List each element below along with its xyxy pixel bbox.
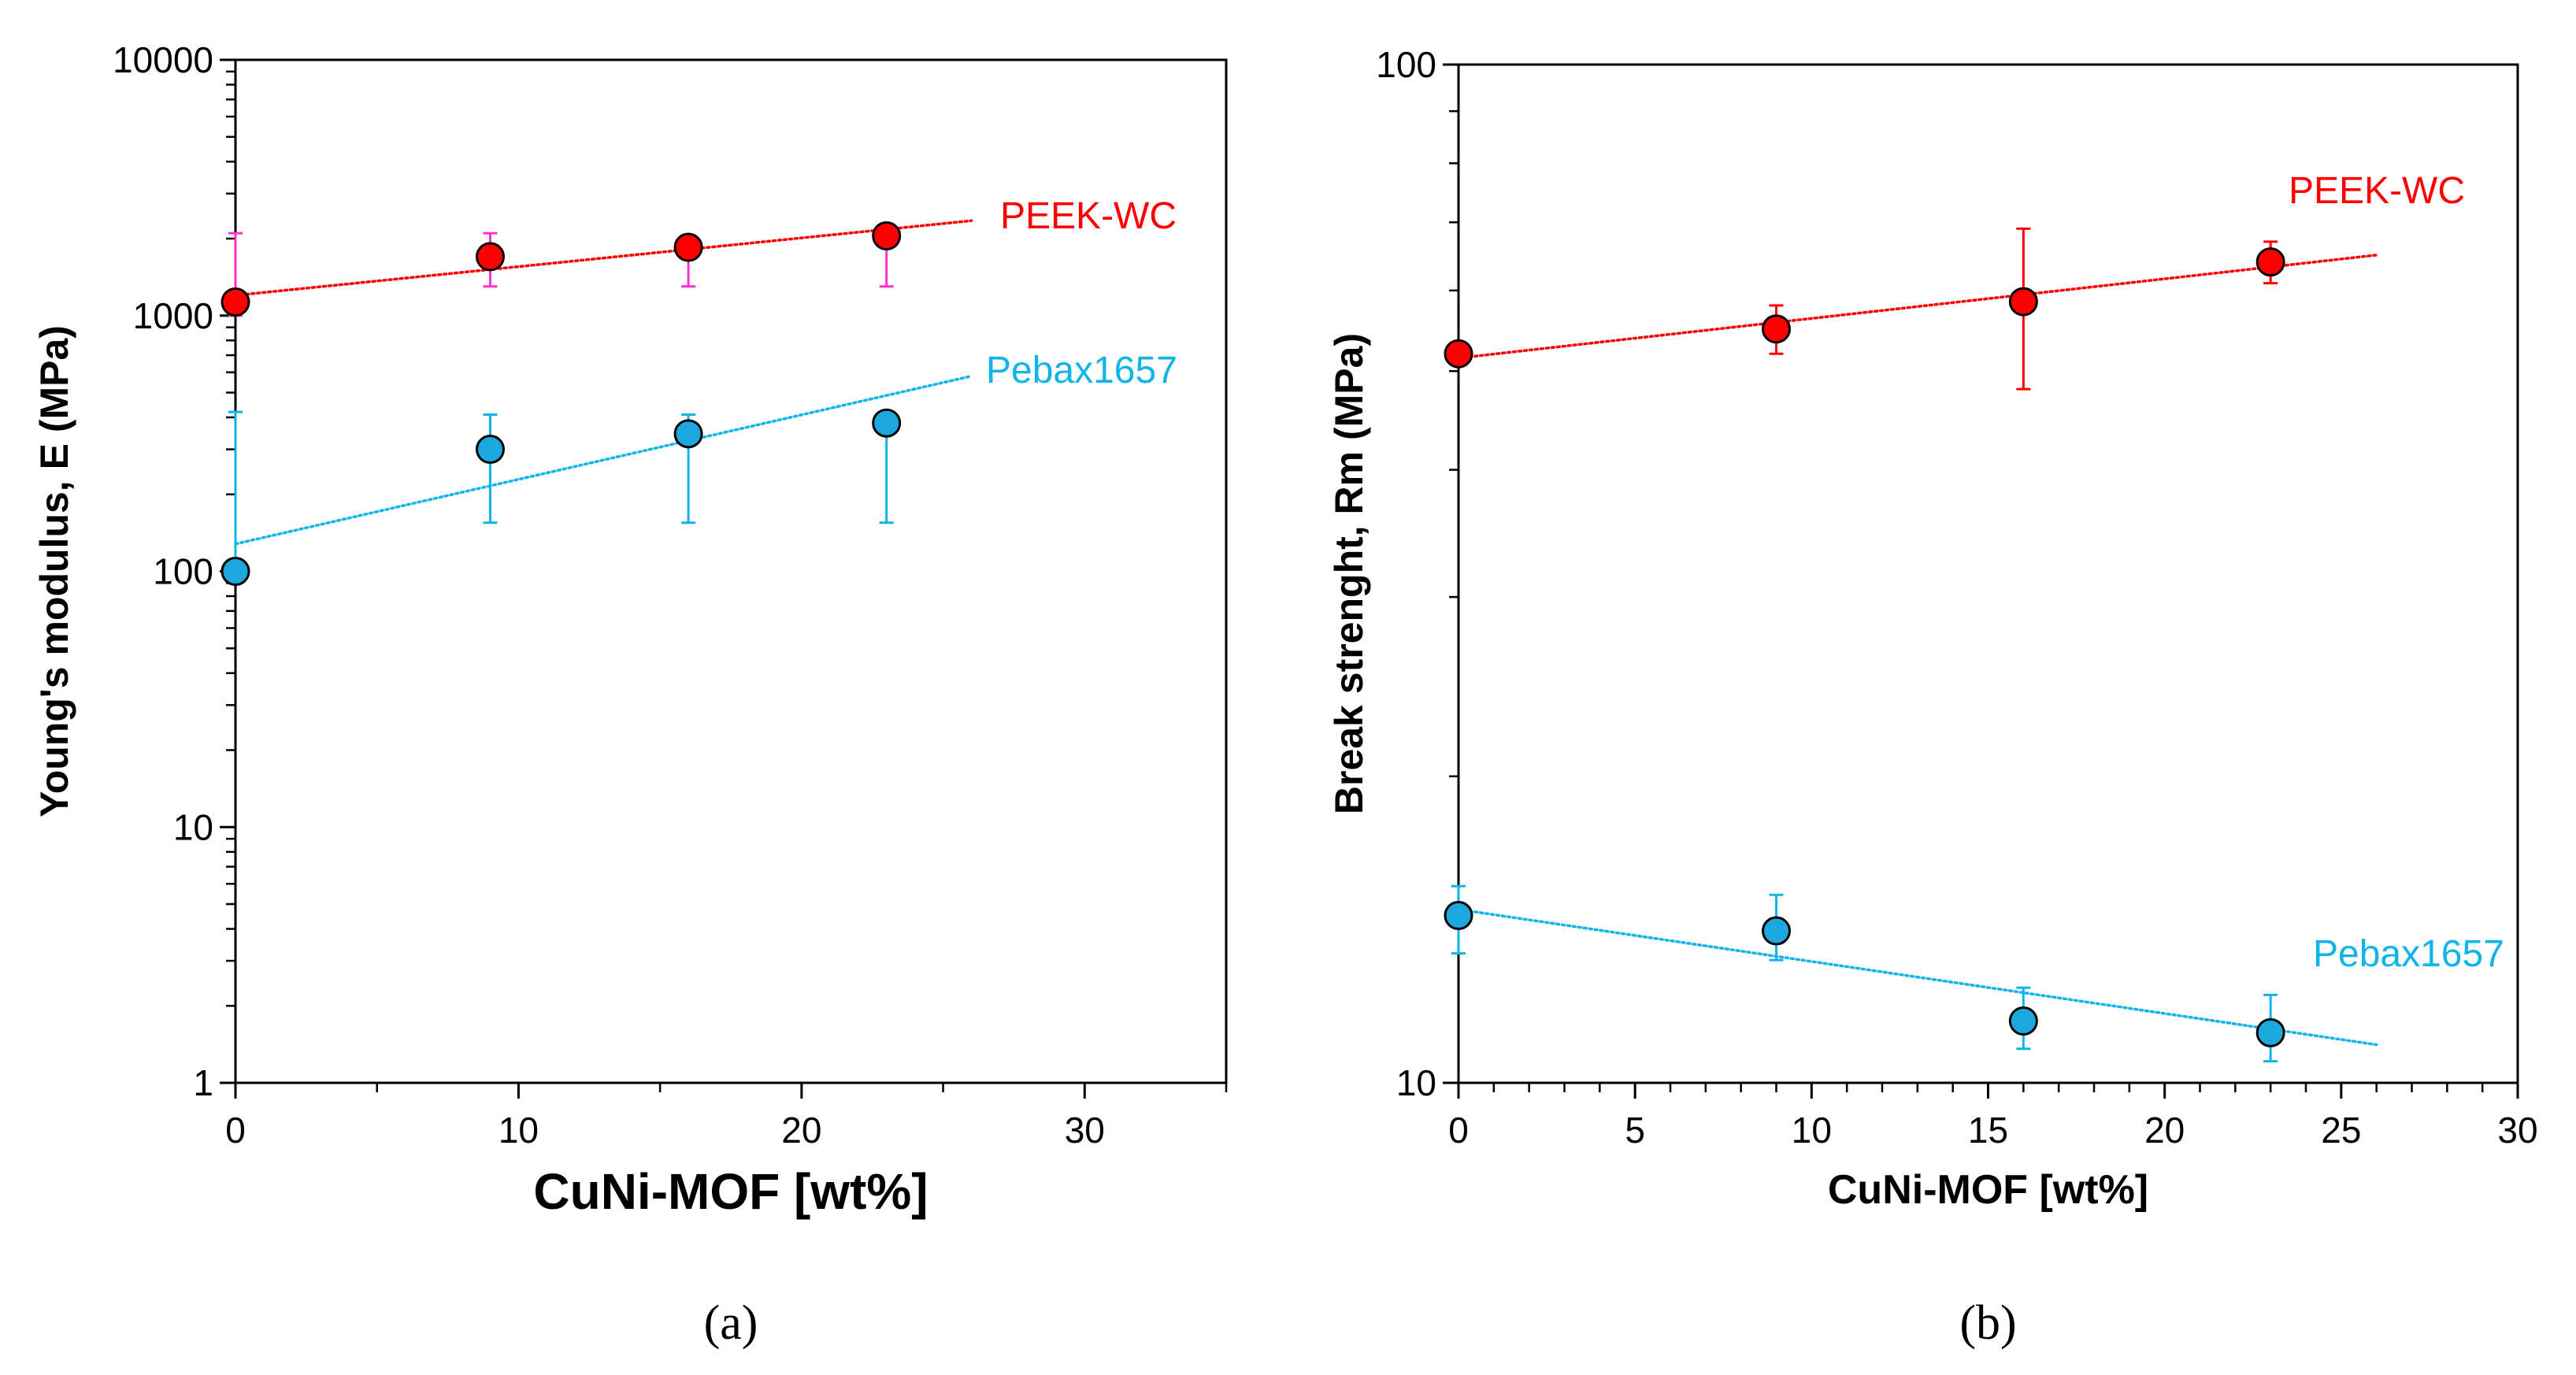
- panel-a-y-tick-label: 1000: [133, 295, 213, 336]
- panel-b-y-axis-label: Break strenght, Rm (MPa): [1327, 333, 1371, 814]
- panel-b-peekwc-point: [1444, 339, 1473, 369]
- panel-b-x-tick-label: 15: [1968, 1110, 2008, 1151]
- panel-a-pebax1657-trendline: [234, 374, 973, 546]
- panel-b-x-tick-label: 20: [2144, 1110, 2185, 1151]
- panel-b-x-tick-label: 10: [1792, 1110, 1832, 1151]
- panel-b-pebax1657-trendline: [1457, 908, 2378, 1047]
- panel-a-peekwc-point: [673, 232, 703, 262]
- panel-a-x-tick-label: 10: [499, 1110, 539, 1151]
- panel-a-pebax1657-label: Pebax1657: [986, 350, 1177, 391]
- panel-a-peekwc-point: [872, 221, 902, 251]
- panel-a-y-tick-label: 1: [193, 1062, 213, 1103]
- panel-a-pebax1657-point: [872, 408, 902, 438]
- panel-b-panel-label: (b): [1959, 1296, 2016, 1350]
- panel-b-pebax1657-point: [2008, 1006, 2038, 1036]
- panel-b-peekwc-label: PEEK-WC: [2289, 170, 2465, 212]
- panel-a-chart: 0 10 20 30 1 10 100 1000 10000 CuNi-MOF [wt%] Youn…: [32, 39, 1228, 1350]
- panel-a-pebax1657-point: [475, 435, 505, 465]
- panel-b-x-tick-label: 5: [1625, 1110, 1645, 1151]
- panel-a-pebax1657-point: [673, 419, 703, 449]
- panel-b-chart: 0 5 10 15 20 25 30 10 100 CuNi-MOF [wt%] Break str…: [1327, 44, 2538, 1350]
- panel-b-x-tick-label: 30: [2497, 1110, 2537, 1151]
- panel-b-peekwc-point: [2255, 247, 2285, 277]
- panel-a-pebax1657-point: [221, 557, 250, 586]
- panel-a-y-tick-label: 100: [153, 551, 213, 592]
- panel-a-y-tick-label: 10: [173, 806, 213, 847]
- panel-a-x-tick-label: 20: [781, 1110, 821, 1151]
- panel-b-x-tick-label: 25: [2321, 1110, 2361, 1151]
- panel-b-peekwc-trendline: [1457, 254, 2378, 360]
- panel-a-peekwc-point: [475, 242, 505, 272]
- panel-b-peekwc-point: [1762, 314, 1791, 344]
- panel-a-peekwc-point: [221, 287, 250, 317]
- panel-b-pebax1657-point: [2255, 1017, 2285, 1047]
- panel-a-peekwc-trendline: [234, 219, 973, 297]
- panel-b-pebax1657-point: [1762, 916, 1791, 946]
- panel-b-peekwc-point: [2008, 287, 2038, 317]
- panel-b-y-tick-label: 10: [1396, 1062, 1436, 1103]
- panel-a-x-axis-label: CuNi-MOF [wt%]: [533, 1163, 928, 1220]
- panel-a-x-tick-label: 0: [225, 1110, 246, 1151]
- panel-a-panel-label: (a): [704, 1296, 758, 1350]
- panel-b-x-axis-label: CuNi-MOF [wt%]: [1828, 1167, 2148, 1213]
- panel-a-peekwc-label: PEEK-WC: [1000, 195, 1177, 237]
- panel-b-plot-frame: [1457, 63, 2519, 1084]
- panel-a-x-tick-label: 30: [1065, 1110, 1105, 1151]
- panel-b-x-tick-label: 0: [1448, 1110, 1469, 1151]
- panel-b-pebax1657-point: [1444, 900, 1473, 930]
- panel-b-pebax1657-label: Pebax1657: [2313, 933, 2504, 975]
- panel-b-y-tick-label: 100: [1376, 44, 1436, 85]
- panel-a-y-axis-label: Young's modulus, E (MPa): [32, 325, 76, 817]
- panel-a-y-tick-label: 10000: [113, 39, 213, 80]
